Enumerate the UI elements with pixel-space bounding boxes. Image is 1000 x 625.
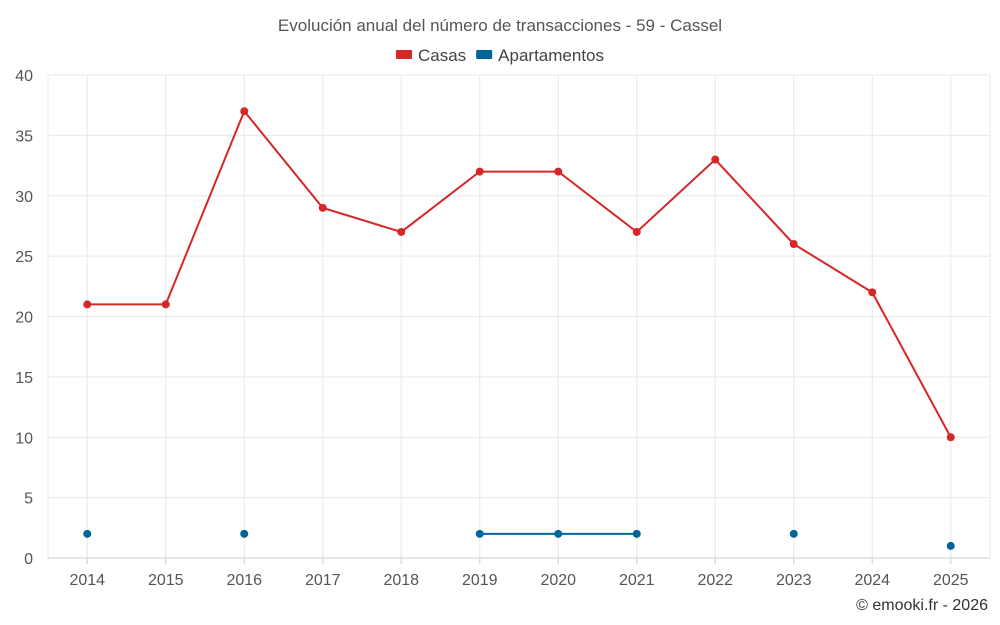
x-tick-label: 2017: [305, 572, 341, 589]
data-point[interactable]: [83, 300, 92, 309]
data-point[interactable]: [318, 203, 327, 212]
data-point[interactable]: [397, 227, 406, 236]
data-point[interactable]: [83, 529, 92, 538]
legend-label: Casas: [418, 46, 466, 65]
x-tick-label: 2024: [854, 572, 890, 589]
data-point[interactable]: [475, 529, 484, 538]
data-point[interactable]: [475, 167, 484, 176]
legend-swatch: [395, 50, 412, 59]
grid: [47, 74, 991, 558]
legend: Casas Apartamentos: [395, 46, 604, 65]
x-tick-label: 2022: [697, 572, 733, 589]
data-point[interactable]: [161, 300, 170, 309]
data-point[interactable]: [554, 529, 563, 538]
x-tick-label: 2023: [776, 572, 812, 589]
data-point[interactable]: [868, 288, 877, 297]
x-tick-label: 2025: [933, 572, 969, 589]
series-apartamentos: [83, 529, 955, 550]
y-tick-label: 20: [15, 310, 33, 327]
data-point[interactable]: [789, 529, 798, 538]
x-tick-label: 2014: [69, 572, 105, 589]
legend-item-casas[interactable]: Casas: [395, 46, 466, 65]
chart-title: Evolución anual del número de transaccio…: [278, 16, 722, 35]
legend-swatch: [476, 50, 493, 59]
data-point[interactable]: [632, 227, 641, 236]
series-layer: [83, 107, 955, 550]
y-tick-label: 10: [15, 430, 33, 447]
y-tick-label: 5: [24, 491, 33, 508]
y-tick-label: 30: [15, 189, 33, 206]
data-point[interactable]: [240, 107, 249, 116]
data-point[interactable]: [946, 433, 955, 442]
series-casas: [83, 107, 955, 442]
y-tick-label: 25: [15, 249, 33, 266]
x-tick-label: 2021: [619, 572, 655, 589]
y-tick-label: 15: [15, 370, 33, 387]
x-tick-label: 2016: [226, 572, 262, 589]
credit-text: © emooki.fr - 2026: [856, 597, 988, 614]
data-point[interactable]: [240, 529, 249, 538]
data-point[interactable]: [946, 541, 955, 550]
x-tick-label: 2020: [540, 572, 576, 589]
data-point[interactable]: [789, 240, 798, 249]
y-tick-label: 40: [15, 68, 33, 85]
x-tick-label: 2018: [383, 572, 419, 589]
series-line: [87, 109, 952, 438]
legend-label: Apartamentos: [498, 46, 604, 65]
data-point[interactable]: [711, 155, 720, 164]
y-tick-label: 0: [24, 551, 33, 568]
x-tick-label: 2019: [462, 572, 498, 589]
data-point[interactable]: [554, 167, 563, 176]
data-point[interactable]: [632, 529, 641, 538]
x-tick-label: 2015: [148, 572, 184, 589]
y-tick-label: 35: [15, 128, 33, 145]
legend-item-apartamentos[interactable]: Apartamentos: [476, 46, 604, 65]
